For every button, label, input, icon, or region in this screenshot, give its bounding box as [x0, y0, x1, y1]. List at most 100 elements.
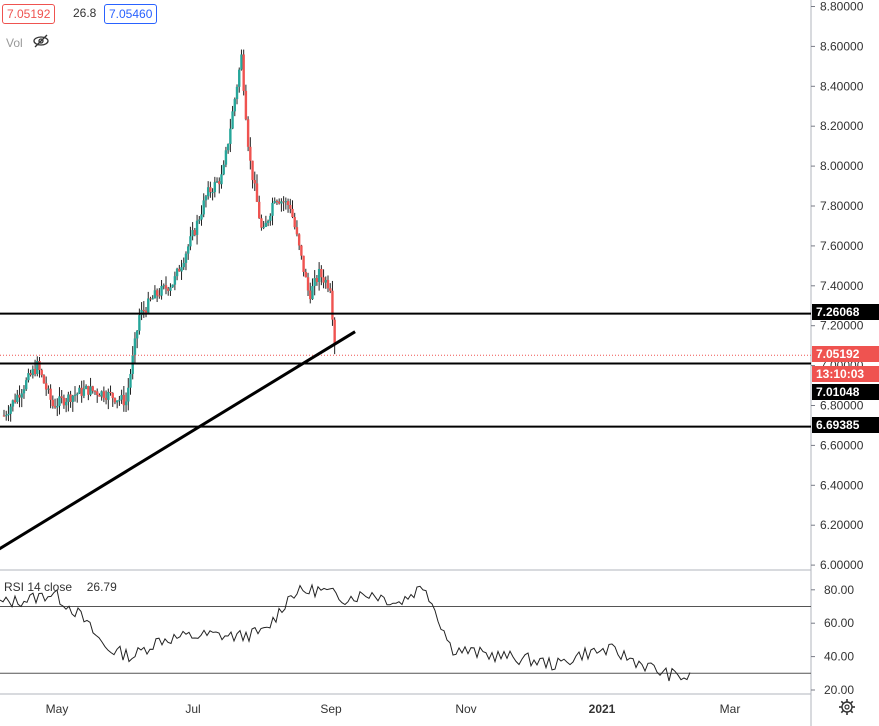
candle-body: [7, 413, 10, 416]
candle-body: [186, 246, 190, 254]
candle-body: [160, 285, 163, 296]
price-tick-label: 8.40000: [820, 79, 864, 93]
candle-body: [162, 285, 165, 287]
rsi-tick-label: 20.00: [824, 683, 854, 697]
candle-body: [27, 373, 30, 381]
candle-body: [11, 400, 15, 407]
candle-body: [87, 386, 90, 395]
candle-body: [24, 380, 28, 390]
candle-body: [291, 208, 294, 218]
candle-body: [149, 298, 152, 300]
support-mid-price-label: 7.01048: [812, 384, 879, 400]
candle-body: [31, 368, 35, 376]
price-tick-label: 7.40000: [820, 279, 864, 293]
time-axis-label: 2021: [589, 702, 616, 716]
candle-body: [229, 128, 232, 144]
rsi-label: RSI 14 close 26.79: [4, 578, 117, 598]
candle-body: [62, 397, 66, 406]
candle-body: [135, 330, 139, 339]
candle-body: [107, 391, 110, 400]
time-axis-label: Jul: [185, 702, 200, 716]
candle-body: [271, 202, 274, 216]
candle-body: [235, 86, 239, 100]
candle-body: [111, 393, 114, 399]
price-tick-label: 8.20000: [820, 119, 864, 133]
trendline: [0, 330, 356, 551]
eye-slash-icon[interactable]: [32, 34, 50, 54]
candle-body: [286, 201, 290, 205]
candle-body: [258, 201, 261, 219]
candle-body: [173, 276, 177, 285]
candle-body: [320, 268, 323, 278]
candle-body: [91, 386, 94, 391]
candle-body: [240, 54, 243, 70]
candle-body: [262, 226, 265, 228]
candle-body: [331, 290, 334, 320]
candle-body: [140, 309, 143, 316]
candle-body: [127, 387, 130, 402]
candle-body: [246, 119, 250, 147]
candle-body: [151, 298, 154, 300]
candle-body: [242, 54, 245, 91]
candle-body: [175, 268, 179, 277]
candle-body: [204, 196, 208, 201]
rsi-tick-label: 80.00: [824, 583, 854, 597]
candle-body: [222, 164, 225, 175]
candle-body: [215, 181, 219, 183]
candle-body: [33, 368, 37, 374]
time-axis-label: Mar: [720, 702, 741, 716]
spread-value: 26.8: [73, 6, 97, 20]
candle-body: [9, 406, 12, 414]
candle-body: [153, 290, 157, 299]
candle-body: [189, 236, 192, 247]
candle-body: [226, 143, 230, 151]
bid-price-box[interactable]: 7.05192: [2, 4, 56, 24]
candle-body: [309, 290, 312, 300]
candle-body: [209, 187, 212, 193]
candle-body: [38, 361, 41, 371]
ask-price-box[interactable]: 7.05460: [104, 4, 158, 24]
candle-body: [306, 277, 310, 291]
candle-body: [58, 396, 61, 406]
gear-icon[interactable]: [838, 698, 856, 716]
candle-body: [297, 234, 301, 246]
candle-body: [109, 391, 112, 394]
candle-body: [167, 288, 170, 291]
candle-body: [49, 388, 52, 400]
candle-body: [289, 204, 292, 209]
candle-body: [142, 309, 146, 311]
candle-body: [69, 394, 72, 403]
price-tick-label: 6.40000: [820, 478, 864, 492]
candle-body: [18, 394, 21, 398]
candle-body: [317, 268, 321, 282]
candle-body: [120, 394, 123, 400]
candle-body: [255, 183, 259, 202]
candle-body: [64, 401, 68, 406]
candle-body: [102, 391, 106, 398]
price-tick-label: 7.60000: [820, 239, 864, 253]
candle-body: [266, 220, 270, 223]
candle-body: [202, 200, 205, 215]
candle-body: [302, 255, 305, 272]
candle-body: [67, 394, 70, 402]
candle-body: [2, 415, 6, 417]
candle-body: [182, 262, 185, 268]
rsi-name: RSI 14 close: [4, 580, 73, 594]
candle-body: [53, 406, 57, 408]
candle-body: [164, 285, 168, 289]
rsi-tick-label: 60.00: [824, 616, 854, 630]
candle-body: [224, 150, 228, 165]
candle-body: [233, 99, 236, 112]
price-tick-label: 7.20000: [820, 319, 864, 333]
candle-body: [198, 219, 201, 221]
candle-body: [238, 69, 241, 87]
candle-body: [51, 399, 55, 407]
candle-body: [56, 405, 59, 408]
candle-body: [213, 182, 217, 193]
candle-body: [147, 298, 150, 313]
candle-body: [269, 215, 272, 221]
price-tick-label: 8.80000: [820, 0, 864, 14]
candle-body: [16, 394, 19, 403]
candle-body: [231, 111, 234, 129]
